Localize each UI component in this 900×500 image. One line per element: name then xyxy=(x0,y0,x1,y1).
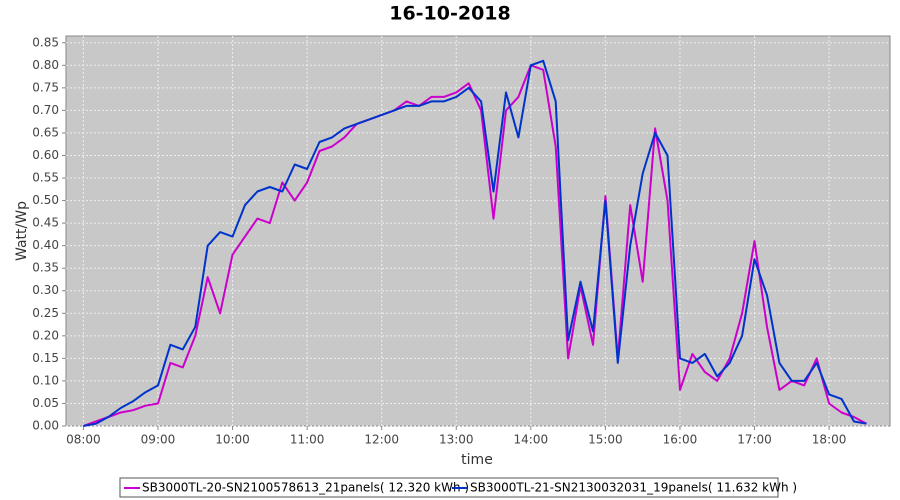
y-tick-label: 0.70 xyxy=(32,103,59,117)
y-tick-label: 0.55 xyxy=(32,171,59,185)
legend-label: SB3000TL-21-SN2130032031_19panels( 11.63… xyxy=(470,481,797,495)
y-tick-label: 0.15 xyxy=(32,351,59,365)
y-axis-label: Watt/Wp xyxy=(14,201,30,261)
x-tick-label: 14:00 xyxy=(514,433,549,447)
y-tick-label: 0.50 xyxy=(32,193,59,207)
x-tick-label: 08:00 xyxy=(66,433,101,447)
y-tick-label: 0.00 xyxy=(32,419,59,433)
series-line xyxy=(83,64,867,427)
x-tick-label: 11:00 xyxy=(290,433,325,447)
x-tick-label: 16:00 xyxy=(663,433,698,447)
legend: SB3000TL-20-SN2100578613_21panels( 12.32… xyxy=(124,481,797,495)
plot-area xyxy=(65,35,891,427)
y-tick-label: 0.45 xyxy=(32,216,59,230)
legend-box xyxy=(119,477,779,498)
series-line xyxy=(83,59,867,427)
y-tick-label: 0.30 xyxy=(32,283,59,297)
y-tick-label: 0.60 xyxy=(32,148,59,162)
x-tick-label: 13:00 xyxy=(439,433,474,447)
x-tick-label: 18:00 xyxy=(812,433,847,447)
x-tick-label: 09:00 xyxy=(141,433,176,447)
y-tick-label: 0.75 xyxy=(32,80,59,94)
x-tick-label: 12:00 xyxy=(364,433,399,447)
y-tick-label: 0.20 xyxy=(32,328,59,342)
legend-label: SB3000TL-20-SN2100578613_21panels( 12.32… xyxy=(142,481,469,495)
plot: 0.00 0.05 0.10 0.15 0.20 0.25 0.30 0.35 0.40 0.45… xyxy=(32,35,890,447)
x-tick-label: 10:00 xyxy=(215,433,250,447)
y-tick-label: 0.85 xyxy=(32,35,59,49)
x-tick-label: 17:00 xyxy=(737,433,772,447)
y-tick-label: 0.80 xyxy=(32,58,59,72)
y-tick-label: 0.35 xyxy=(32,261,59,275)
y-tick-label: 0.40 xyxy=(32,238,59,252)
y-tick-label: 0.10 xyxy=(32,373,59,387)
y-tick-label: 0.05 xyxy=(32,396,59,410)
x-tick-label: 15:00 xyxy=(588,433,623,447)
chart-title: 16-10-2018 xyxy=(389,3,511,25)
y-tick-label: 0.65 xyxy=(32,125,59,139)
x-axis-label: time xyxy=(461,452,493,468)
y-tick-label: 0.25 xyxy=(32,306,59,320)
